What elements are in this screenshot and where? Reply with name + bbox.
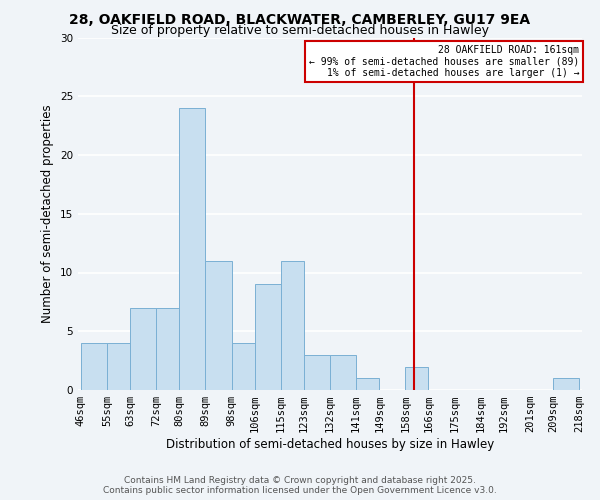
Bar [205, 261, 232, 390]
Text: 28 OAKFIELD ROAD: 161sqm
← 99% of semi-detached houses are smaller (89)
1% of se: 28 OAKFIELD ROAD: 161sqm ← 99% of semi-d… [309, 44, 580, 78]
Bar [356, 378, 379, 390]
Text: Size of property relative to semi-detached houses in Hawley: Size of property relative to semi-detach… [111, 24, 489, 37]
Bar [406, 366, 428, 390]
Text: 28, OAKFIELD ROAD, BLACKWATER, CAMBERLEY, GU17 9EA: 28, OAKFIELD ROAD, BLACKWATER, CAMBERLEY… [70, 12, 530, 26]
Bar [232, 343, 254, 390]
Bar [254, 284, 281, 390]
Y-axis label: Number of semi-detached properties: Number of semi-detached properties [41, 104, 55, 323]
Bar [330, 355, 356, 390]
Bar [107, 343, 130, 390]
Bar [179, 108, 205, 390]
Bar [281, 261, 304, 390]
Bar [553, 378, 579, 390]
Bar [130, 308, 156, 390]
Bar [81, 343, 107, 390]
X-axis label: Distribution of semi-detached houses by size in Hawley: Distribution of semi-detached houses by … [166, 438, 494, 451]
Bar [304, 355, 330, 390]
Bar [156, 308, 179, 390]
Text: Contains HM Land Registry data © Crown copyright and database right 2025.
Contai: Contains HM Land Registry data © Crown c… [103, 476, 497, 495]
